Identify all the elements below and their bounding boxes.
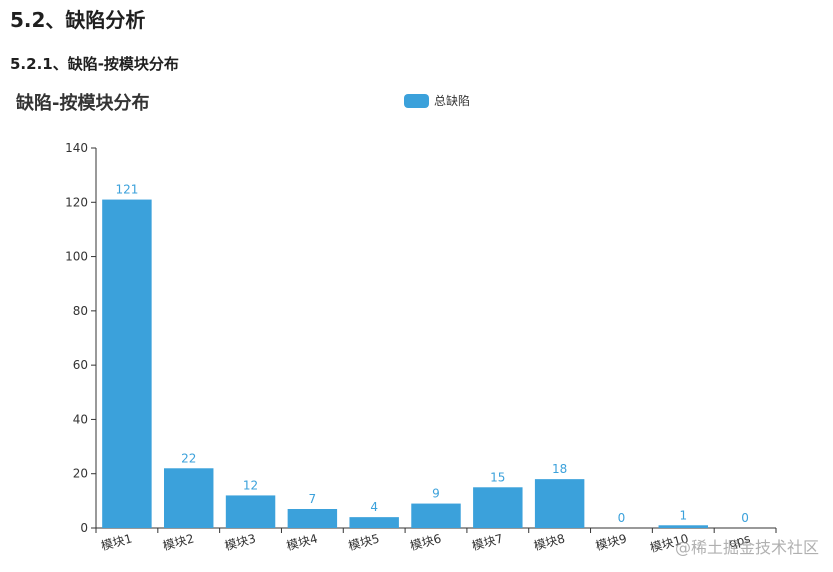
x-category-label: 模块8 bbox=[532, 531, 566, 553]
y-tick-label: 20 bbox=[73, 467, 88, 481]
x-category-label: 模块6 bbox=[409, 531, 443, 553]
legend-label: 总缺陷 bbox=[434, 94, 471, 108]
chart-title: 缺陷-按模块分布 bbox=[16, 93, 150, 114]
bar-value-label: 0 bbox=[741, 511, 749, 525]
section-heading: 5.2、缺陷分析 bbox=[10, 8, 146, 32]
x-category-label: 模块3 bbox=[223, 531, 257, 553]
subsection-heading: 5.2.1、缺陷-按模块分布 bbox=[10, 55, 179, 73]
x-category-label: 模块5 bbox=[347, 531, 381, 553]
x-category-label: 模块9 bbox=[594, 531, 628, 553]
bar-value-label: 18 bbox=[552, 462, 567, 476]
bar-value-label: 121 bbox=[115, 183, 138, 197]
bar bbox=[225, 495, 276, 528]
bar bbox=[473, 487, 523, 528]
bar-value-label: 9 bbox=[432, 487, 440, 501]
bar bbox=[349, 517, 399, 528]
bar bbox=[287, 509, 338, 528]
bar bbox=[658, 525, 708, 528]
y-tick-label: 0 bbox=[80, 521, 88, 535]
x-category-label: 模块1 bbox=[99, 531, 133, 553]
x-category-label: 模块2 bbox=[161, 531, 195, 553]
bar-value-label: 12 bbox=[243, 478, 258, 492]
x-category-label: 模块7 bbox=[470, 531, 504, 553]
bar bbox=[534, 479, 585, 528]
y-tick-label: 120 bbox=[65, 195, 88, 209]
bar-value-label: 15 bbox=[490, 470, 505, 484]
bar-value-label: 1 bbox=[679, 508, 687, 522]
x-category-label: qps bbox=[727, 531, 751, 550]
bar bbox=[164, 468, 214, 528]
chart-legend[interactable]: 总缺陷 bbox=[404, 92, 470, 109]
legend-swatch bbox=[404, 93, 429, 108]
y-tick-label: 80 bbox=[73, 304, 88, 318]
y-tick-label: 140 bbox=[65, 141, 88, 155]
y-tick-label: 40 bbox=[73, 412, 88, 426]
y-tick-label: 100 bbox=[65, 250, 88, 264]
x-category-label: 模块4 bbox=[285, 531, 319, 553]
y-tick-label: 60 bbox=[73, 358, 88, 372]
bar bbox=[411, 503, 461, 528]
bar-value-label: 0 bbox=[618, 511, 626, 525]
bar bbox=[102, 199, 152, 529]
bar-value-label: 4 bbox=[370, 500, 378, 514]
bar-value-label: 7 bbox=[309, 492, 317, 506]
bar-value-label: 22 bbox=[181, 451, 196, 465]
watermark: @稀土掘金技术社区 bbox=[674, 538, 819, 557]
